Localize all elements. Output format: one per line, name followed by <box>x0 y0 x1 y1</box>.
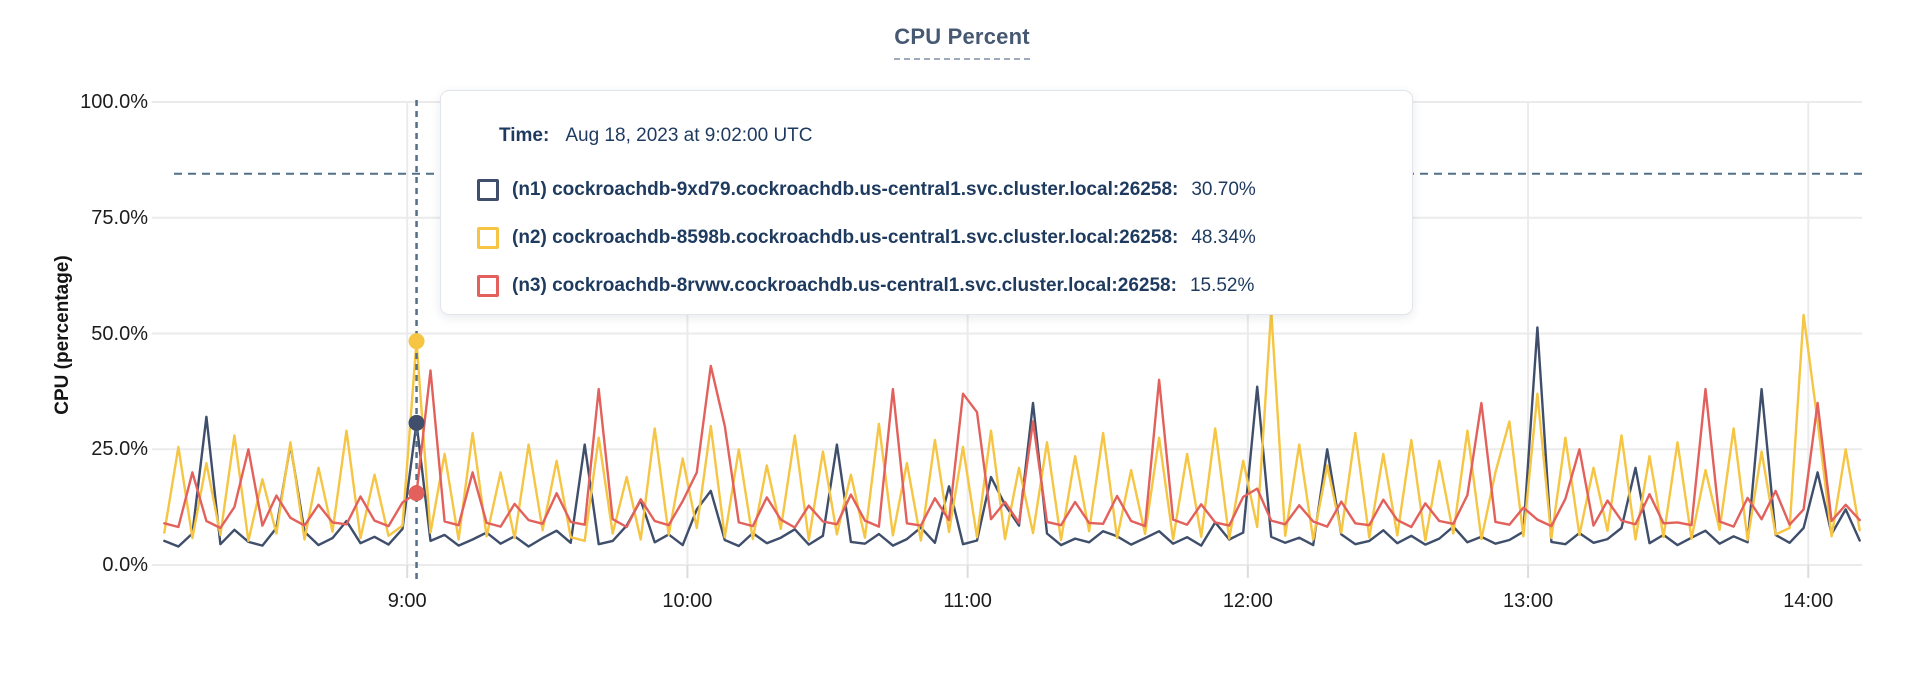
series-n2-value: 48.34% <box>1191 227 1256 248</box>
tooltip-series-row-n3: (n3) cockroachdb-8rvwv.cockroachdb.us-ce… <box>477 275 1382 297</box>
tooltip-series-rows: (n1) cockroachdb-9xd79.cockroachdb.us-ce… <box>477 179 1382 297</box>
chart-title-wrap: CPU Percent <box>0 24 1924 60</box>
x-tick-label: 14:00 <box>1783 590 1834 612</box>
y-tick-label: 50.0% <box>91 322 148 345</box>
tooltip-time-value: Aug 18, 2023 at 9:02:00 UTC <box>565 125 813 146</box>
y-axis-ticks: 0.0% 25.0% 50.0% 75.0% 100.0% <box>0 0 148 694</box>
chart-title: CPU Percent <box>894 24 1030 60</box>
tooltip-series-row-n1: (n1) cockroachdb-9xd79.cockroachdb.us-ce… <box>477 179 1382 201</box>
series-n1-label: (n1) cockroachdb-9xd79.cockroachdb.us-ce… <box>512 179 1179 200</box>
series-n1-swatch-icon <box>477 179 499 201</box>
series-n1-value: 30.70% <box>1191 179 1256 200</box>
y-tick-label: 75.0% <box>91 206 148 229</box>
series-n2-label: (n2) cockroachdb-8598b.cockroachdb.us-ce… <box>512 227 1179 248</box>
tooltip-time-label: Time: <box>499 125 550 146</box>
y-tick-label: 25.0% <box>91 438 148 461</box>
x-tick-label: 10:00 <box>662 590 713 612</box>
x-axis-ticks: 9:00 10:00 11:00 12:00 13:00 14:00 <box>0 588 1924 618</box>
chart-tooltip: Time: Aug 18, 2023 at 9:02:00 UTC (n1) co… <box>440 90 1413 315</box>
x-tick-label: 12:00 <box>1222 590 1273 612</box>
y-tick-label: 0.0% <box>102 554 148 576</box>
series-n2-swatch-icon <box>477 227 499 249</box>
series-n3-swatch-icon <box>477 275 499 297</box>
x-tick-label: 13:00 <box>1503 590 1554 612</box>
x-tick-label: 9:00 <box>387 590 427 612</box>
series-n3-label: (n3) cockroachdb-8rvwv.cockroachdb.us-ce… <box>512 275 1177 296</box>
x-tick-label: 11:00 <box>943 590 992 612</box>
series-n3-value: 15.52% <box>1189 275 1255 296</box>
y-tick-label: 100.0% <box>80 91 148 113</box>
tooltip-series-row-n2: (n2) cockroachdb-8598b.cockroachdb.us-ce… <box>477 227 1382 249</box>
tooltip-time-row: Time: Aug 18, 2023 at 9:02:00 UTC <box>499 125 1382 149</box>
